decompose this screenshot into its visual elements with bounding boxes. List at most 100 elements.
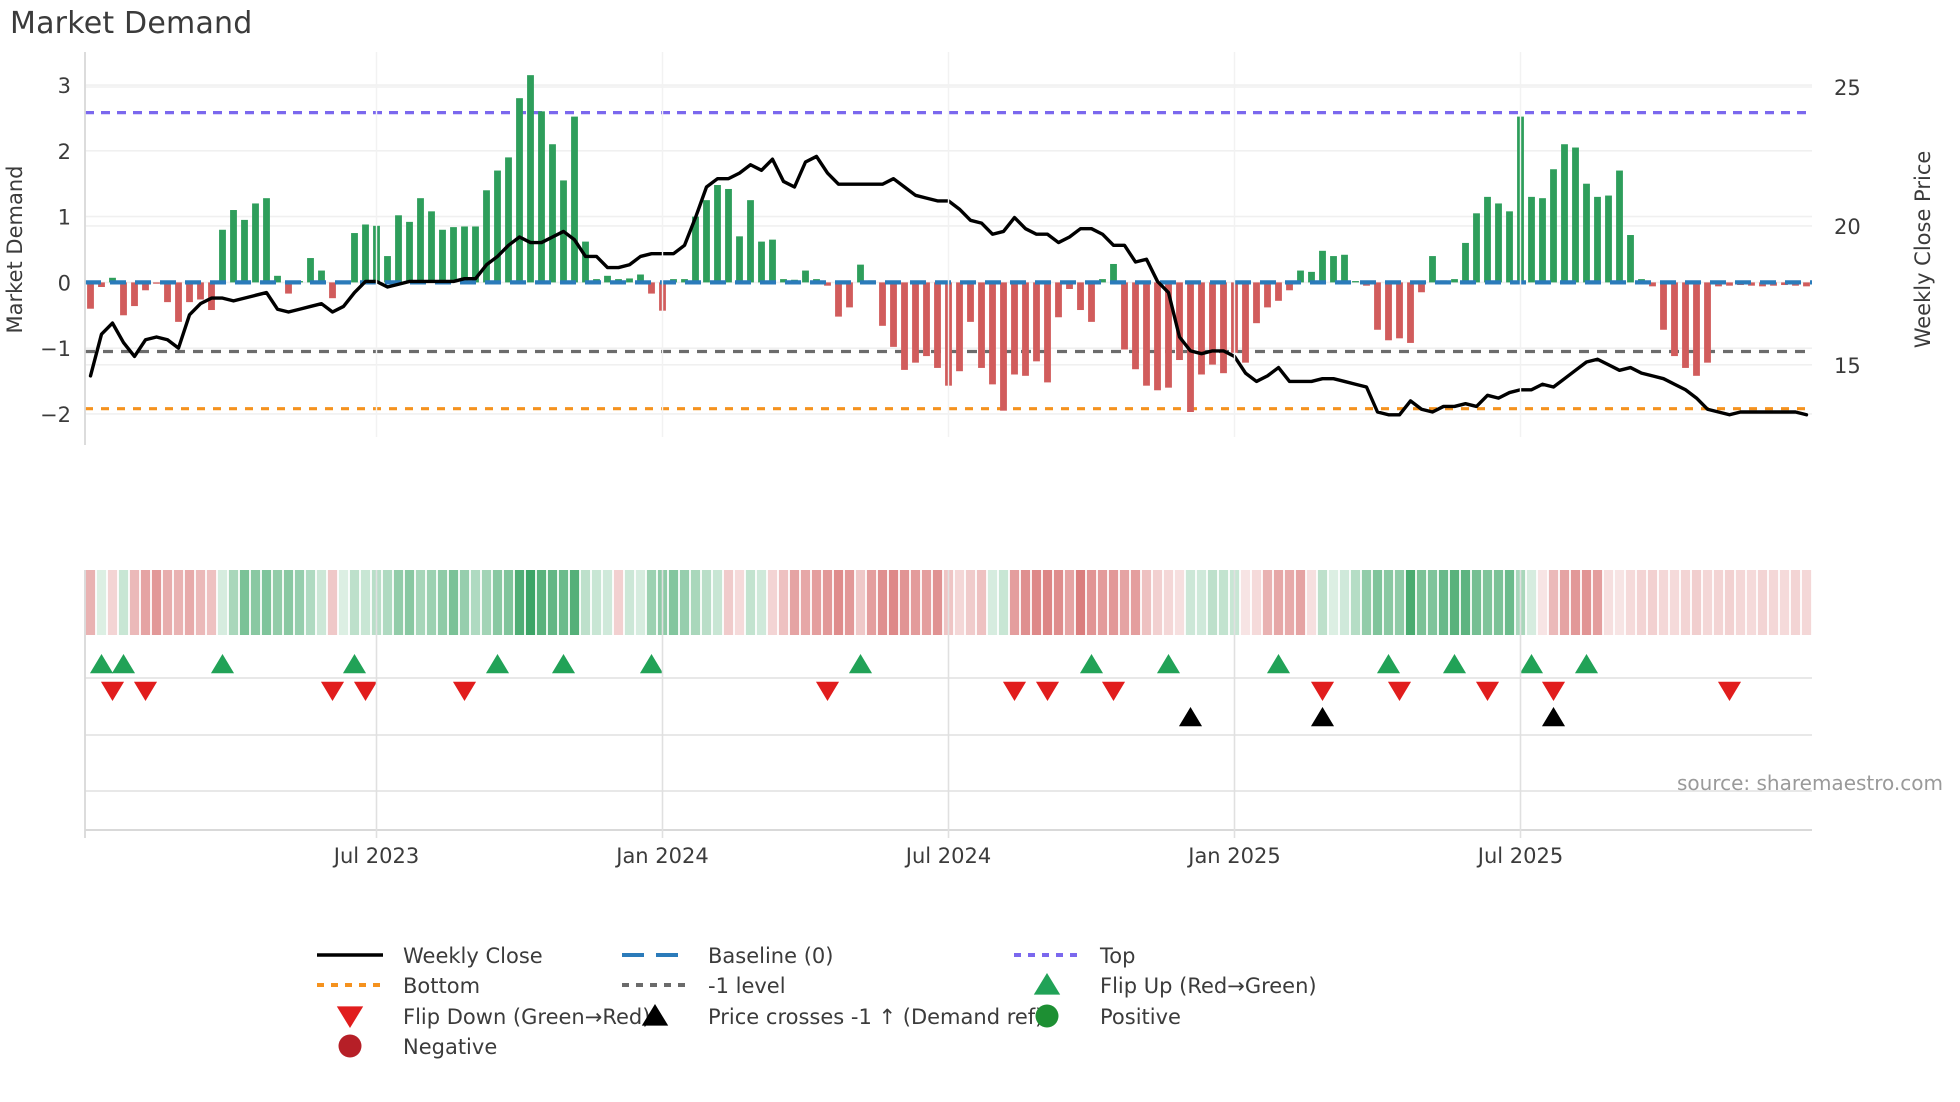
heatmap-cell bbox=[1295, 570, 1306, 635]
heatmap-cell bbox=[976, 570, 987, 635]
heatmap-cell bbox=[1174, 570, 1185, 635]
heatmap-cell bbox=[1152, 570, 1163, 635]
demand-bar bbox=[637, 274, 644, 283]
heatmap-cell bbox=[1284, 570, 1295, 635]
heatmap-cell bbox=[1592, 570, 1603, 635]
demand-bar bbox=[1495, 203, 1502, 283]
flip-down-marker bbox=[815, 681, 840, 701]
demand-bar bbox=[956, 282, 963, 372]
demand-bar bbox=[241, 219, 248, 283]
flip-down-marker bbox=[100, 681, 125, 701]
demand-bar bbox=[329, 282, 336, 299]
heatmap-cell bbox=[1317, 570, 1328, 635]
flip-up-marker bbox=[1156, 654, 1181, 674]
heatmap-cell bbox=[85, 570, 96, 635]
heatmap-cell bbox=[1790, 570, 1801, 635]
heatmap-cell bbox=[822, 570, 833, 635]
heatmap-cell bbox=[1636, 570, 1647, 635]
demand-bar bbox=[1132, 282, 1139, 370]
demand-bar bbox=[1022, 282, 1029, 376]
demand-bar bbox=[1407, 282, 1414, 343]
heatmap-cell bbox=[1724, 570, 1735, 635]
demand-bar bbox=[406, 221, 413, 283]
demand-bar bbox=[208, 282, 215, 311]
x-axis-tick-label: Jan 2025 bbox=[1186, 844, 1281, 868]
demand-bar bbox=[1451, 279, 1458, 283]
demand-bar bbox=[1506, 211, 1513, 283]
flip-up-marker bbox=[111, 654, 136, 674]
heatmap-cell bbox=[591, 570, 602, 635]
heatmap-cell bbox=[239, 570, 250, 635]
heatmap-cell bbox=[1020, 570, 1031, 635]
heatmap-cell bbox=[987, 570, 998, 635]
heatmap-cell bbox=[877, 570, 888, 635]
demand-bar bbox=[109, 277, 116, 283]
demand-bar bbox=[1110, 263, 1117, 283]
heatmap-cell bbox=[679, 570, 690, 635]
demand-bar bbox=[1726, 282, 1733, 286]
heatmap-cell bbox=[1735, 570, 1746, 635]
heatmap-cell bbox=[173, 570, 184, 635]
heatmap-cell bbox=[1306, 570, 1317, 635]
flip-up-marker bbox=[551, 654, 576, 674]
heatmap-cell bbox=[580, 570, 591, 635]
heatmap-cell bbox=[899, 570, 910, 635]
heatmap-cell bbox=[569, 570, 580, 635]
demand-bar bbox=[1308, 271, 1315, 283]
heatmap-cell bbox=[316, 570, 327, 635]
demand-bar bbox=[318, 270, 325, 283]
demand-bar bbox=[1396, 282, 1403, 339]
flip-down-marker bbox=[1387, 681, 1412, 701]
heatmap-cell bbox=[1240, 570, 1251, 635]
demand-bar bbox=[1473, 213, 1480, 283]
heatmap-cell bbox=[96, 570, 107, 635]
demand-bar bbox=[1704, 282, 1711, 363]
demand-bar bbox=[362, 224, 369, 283]
heatmap-cell bbox=[844, 570, 855, 635]
heatmap-cell bbox=[1119, 570, 1130, 635]
flip-up-marker bbox=[1079, 654, 1104, 674]
demand-bar bbox=[252, 203, 259, 283]
heatmap-cell bbox=[1658, 570, 1669, 635]
demand-bar bbox=[307, 258, 314, 283]
demand-bar bbox=[626, 278, 633, 283]
heatmap-cell bbox=[1702, 570, 1713, 635]
demand-bar bbox=[824, 282, 831, 286]
demand-bar bbox=[857, 264, 864, 283]
heatmap-cell bbox=[1779, 570, 1790, 635]
demand-bar bbox=[1055, 282, 1062, 318]
flip-down-marker bbox=[353, 681, 378, 701]
heatmap-cell bbox=[932, 570, 943, 635]
heatmap-cell bbox=[1196, 570, 1207, 635]
demand-bar bbox=[582, 241, 589, 283]
demand-bar bbox=[1297, 270, 1304, 283]
demand-bar bbox=[1033, 282, 1040, 362]
y-axis-title: Market Demand bbox=[3, 166, 27, 334]
heatmap-cell bbox=[1482, 570, 1493, 635]
x-axis-tick-label: Jul 2023 bbox=[332, 844, 419, 868]
heatmap-cell bbox=[536, 570, 547, 635]
legend-item-label: Top bbox=[1099, 944, 1135, 968]
heatmap-cell bbox=[448, 570, 459, 635]
heatmap-cell bbox=[1130, 570, 1141, 635]
demand-bar bbox=[219, 229, 226, 283]
heatmap-cell bbox=[1075, 570, 1086, 635]
demand-bar bbox=[1286, 282, 1293, 291]
heatmap-cell bbox=[481, 570, 492, 635]
heatmap-cell bbox=[250, 570, 261, 635]
demand-bar bbox=[703, 200, 710, 283]
heatmap-cell bbox=[1328, 570, 1339, 635]
heatmap-strip-layer bbox=[85, 570, 1812, 635]
heatmap-cell bbox=[503, 570, 514, 635]
demand-bar bbox=[538, 111, 545, 283]
demand-bar bbox=[1341, 254, 1348, 283]
heatmap-cell bbox=[525, 570, 536, 635]
demand-bar bbox=[1220, 282, 1227, 374]
flip-up-marker bbox=[1574, 654, 1599, 674]
demand-bar bbox=[1671, 282, 1678, 357]
demand-bar bbox=[450, 227, 457, 283]
flip-up-marker bbox=[848, 654, 873, 674]
demand-bar bbox=[714, 185, 721, 283]
heatmap-cell bbox=[1768, 570, 1779, 635]
